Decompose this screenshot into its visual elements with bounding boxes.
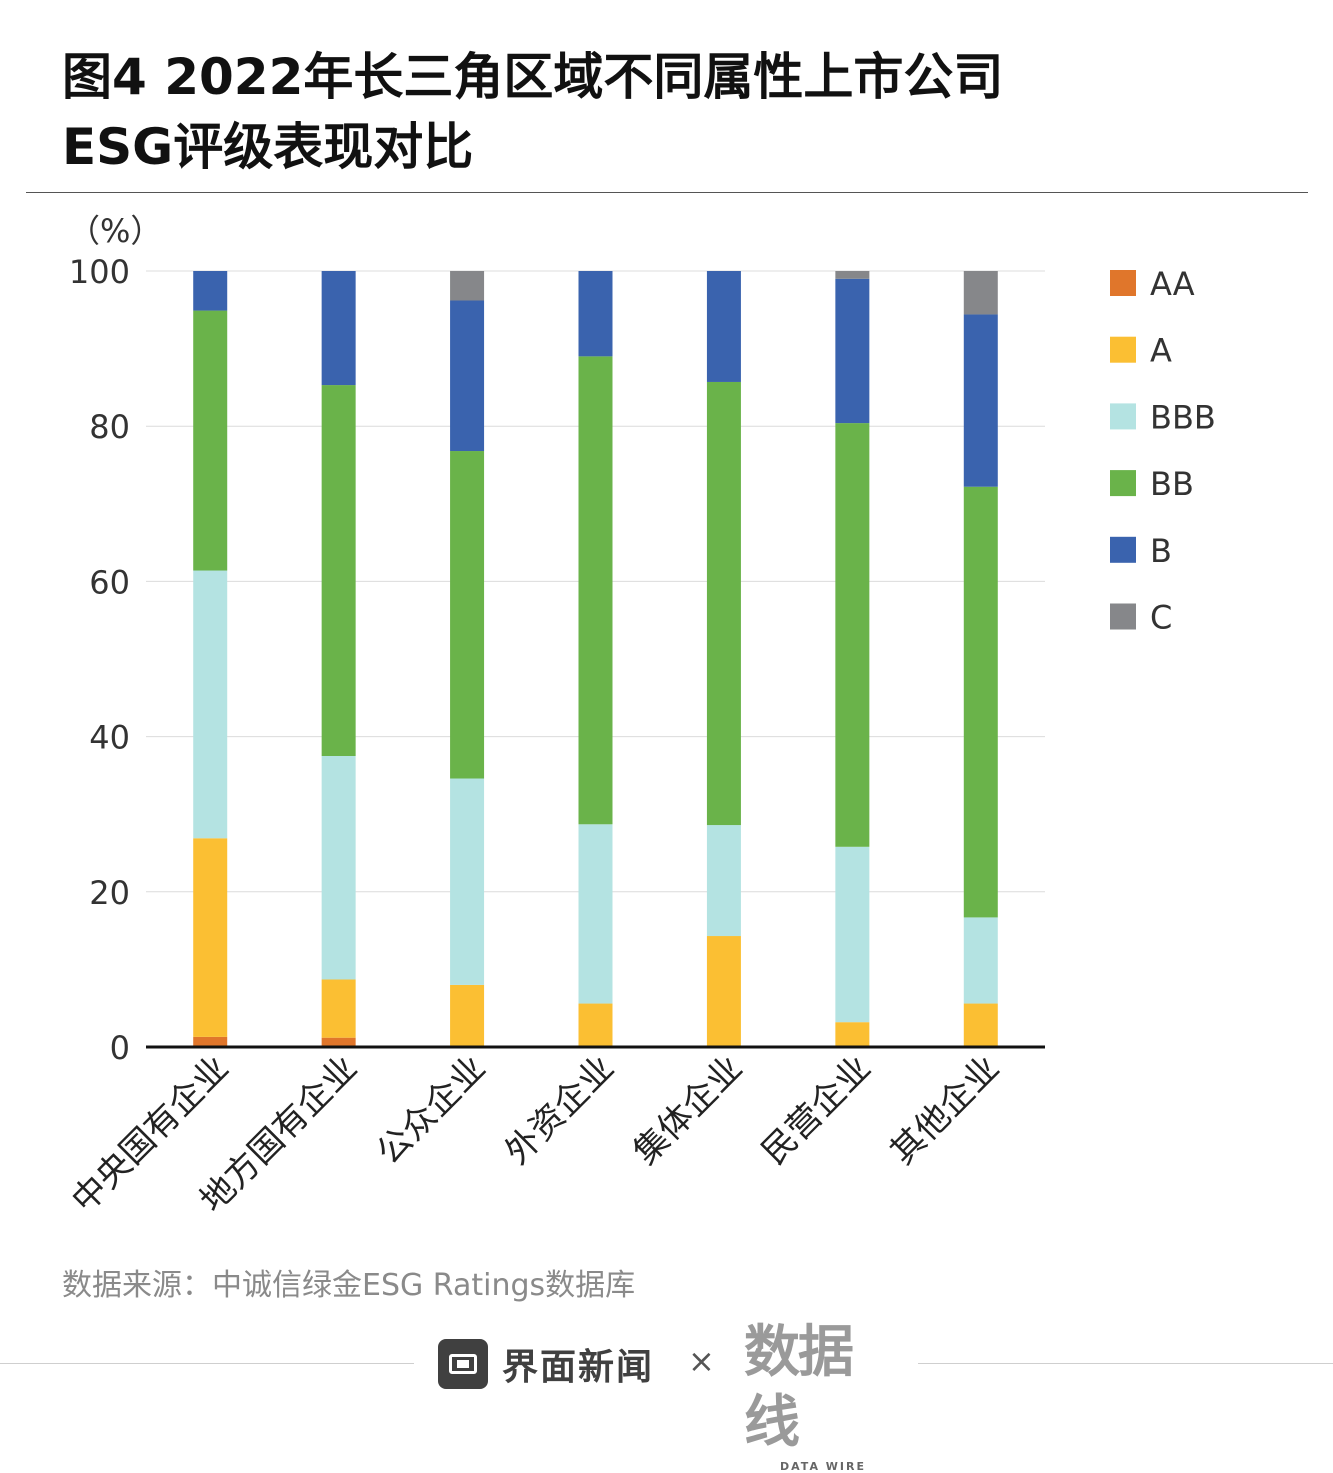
legend-swatch-c: [1110, 603, 1136, 630]
bar-segment-bb: [963, 486, 998, 918]
y-tick-label: 60: [89, 563, 130, 601]
y-tick-label: 0: [110, 1029, 130, 1067]
data-wire-logo-text: 数据线: [744, 1320, 854, 1455]
x-tick-label: 其他企业: [883, 1048, 1007, 1172]
bar-segment-b: [963, 314, 998, 487]
data-wire-logo: 数据线 DATA WIRE: [744, 1318, 894, 1473]
bar-segment-b: [193, 271, 228, 311]
legend-swatch-a: [1110, 336, 1136, 363]
y-tick-label: 20: [89, 874, 130, 912]
bar-segment-aa: [321, 1037, 356, 1047]
bar-segment-a: [706, 936, 741, 1047]
bar-segment-c: [450, 271, 485, 301]
legend-swatch-bb: [1110, 470, 1136, 497]
title-line-2: ESG评级表现对比: [62, 118, 474, 176]
bar-segment-a: [835, 1022, 870, 1047]
bar-segment-bb: [193, 310, 228, 571]
legend-label: AA: [1150, 265, 1195, 303]
bar-segment-c: [963, 271, 998, 315]
bar-segment-bbb: [193, 570, 228, 839]
data-source: 数据来源：中诚信绿金ESG Ratings数据库: [62, 1268, 636, 1303]
bar-segment-b: [578, 271, 613, 357]
bar-segment-bb: [578, 356, 613, 825]
bar-segment-bbb: [706, 825, 741, 937]
bar-segment-bbb: [963, 917, 998, 1004]
bar-segment-bbb: [450, 778, 485, 985]
legend-swatch-bbb: [1110, 403, 1136, 430]
footer-divider-right: [918, 1363, 1333, 1364]
legend-label: B: [1150, 532, 1172, 570]
bar-segment-a: [321, 979, 356, 1038]
footer-divider-left: [0, 1363, 414, 1364]
x-tick-label: 公众企业: [369, 1048, 493, 1172]
y-unit-label: （%）: [68, 212, 162, 250]
chart-title: 图4 2022年长三角区域不同属性上市公司 ESG评级表现对比: [62, 42, 1162, 182]
bar-segment-bb: [835, 423, 870, 847]
bar-segment-bb: [450, 451, 485, 779]
brand-name: 界面新闻: [502, 1347, 655, 1388]
bar-segment-bbb: [578, 824, 613, 1004]
bar-segment-a: [450, 984, 485, 1047]
bar-segment-c: [835, 271, 870, 279]
legend-swatch-b: [1110, 536, 1136, 563]
legend-label: C: [1150, 599, 1172, 637]
bar-segment-b: [706, 271, 741, 382]
bar-segment-b: [835, 278, 870, 424]
x-tick-label: 集体企业: [626, 1048, 750, 1172]
bar-segment-bb: [706, 381, 741, 826]
legend-swatch-aa: [1110, 270, 1136, 296]
data-wire-logo-sub: DATA WIRE: [780, 1460, 866, 1473]
title-line-1: 图4 2022年长三角区域不同属性上市公司: [62, 48, 1004, 106]
times-separator: ×: [688, 1342, 715, 1380]
legend-label: A: [1150, 332, 1172, 370]
legend-label: BB: [1150, 465, 1194, 503]
bar-segment-bbb: [835, 846, 870, 1023]
bar-segment-a: [963, 1003, 998, 1047]
y-tick-label: 100: [69, 253, 130, 291]
bar-segment-bb: [321, 385, 356, 756]
jiemian-brand: 界面新闻: [438, 1338, 654, 1390]
bar-segment-aa: [193, 1036, 228, 1047]
bar-segment-a: [578, 1003, 613, 1047]
x-tick-label: 外资企业: [497, 1048, 621, 1172]
bar-segment-bbb: [321, 756, 356, 980]
legend-label: BBB: [1150, 398, 1216, 436]
y-tick-label: 40: [89, 719, 130, 757]
bar-segment-a: [193, 838, 228, 1037]
y-tick-label: 80: [89, 408, 130, 446]
jiemian-logo-icon: [438, 1339, 488, 1389]
title-divider: [26, 192, 1308, 193]
bar-segment-b: [321, 271, 356, 386]
x-tick-label: 民营企业: [754, 1048, 878, 1172]
bar-segment-b: [450, 300, 485, 452]
